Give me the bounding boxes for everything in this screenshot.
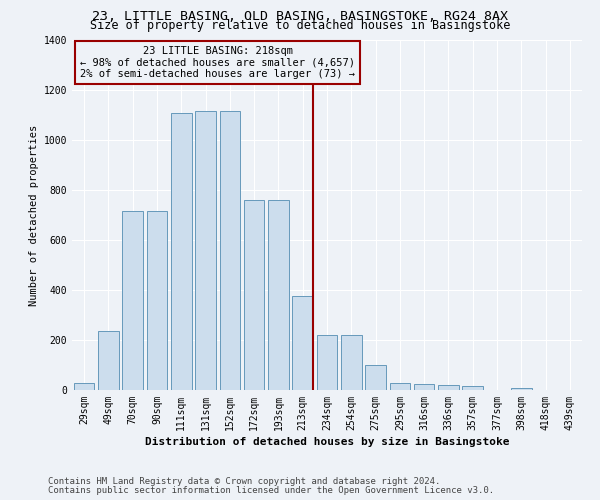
Bar: [511, 388, 532, 390]
Bar: [292, 296, 313, 390]
Bar: [317, 335, 337, 390]
Text: Contains public sector information licensed under the Open Government Licence v3: Contains public sector information licen…: [48, 486, 494, 495]
Bar: [146, 211, 167, 390]
Text: 23 LITTLE BASING: 218sqm
← 98% of detached houses are smaller (4,657)
2% of semi: 23 LITTLE BASING: 218sqm ← 98% of detach…: [80, 46, 355, 79]
Bar: [122, 211, 143, 390]
Text: Size of property relative to detached houses in Basingstoke: Size of property relative to detached ho…: [90, 19, 510, 32]
Bar: [268, 200, 289, 390]
Text: 23, LITTLE BASING, OLD BASING, BASINGSTOKE, RG24 8AX: 23, LITTLE BASING, OLD BASING, BASINGSTO…: [92, 10, 508, 23]
Bar: [171, 112, 191, 390]
Bar: [98, 331, 119, 390]
Bar: [341, 335, 362, 390]
X-axis label: Distribution of detached houses by size in Basingstoke: Distribution of detached houses by size …: [145, 437, 509, 447]
Bar: [389, 382, 410, 390]
Bar: [220, 112, 240, 390]
Bar: [365, 365, 386, 390]
Bar: [438, 385, 459, 390]
Bar: [463, 386, 483, 390]
Text: Contains HM Land Registry data © Crown copyright and database right 2024.: Contains HM Land Registry data © Crown c…: [48, 477, 440, 486]
Bar: [244, 200, 265, 390]
Bar: [414, 384, 434, 390]
Y-axis label: Number of detached properties: Number of detached properties: [29, 124, 40, 306]
Bar: [74, 382, 94, 390]
Bar: [195, 112, 216, 390]
